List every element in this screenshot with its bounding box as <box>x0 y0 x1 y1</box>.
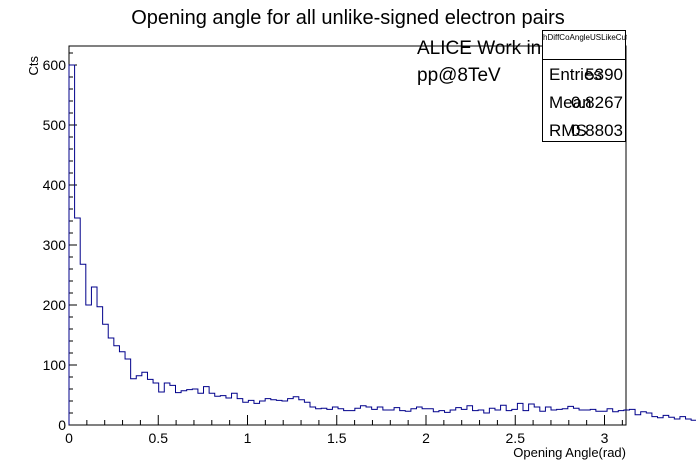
stats-histogram-name: hDiffCoAngleUSLikeCut_MCJet <box>543 33 627 42</box>
histogram-series-line <box>68 64 696 425</box>
y-tick-label: 600 <box>43 57 67 73</box>
stats-entries-value: 5390 <box>585 65 623 84</box>
x-tick-label: 0 <box>65 430 73 446</box>
y-tick-label: 500 <box>43 117 67 133</box>
x-tick-label: 3 <box>601 430 609 446</box>
stats-rms-label: RMS <box>549 121 587 140</box>
y-tick-label: 400 <box>43 177 67 193</box>
x-tick-label: 2 <box>422 430 430 446</box>
x-tick-label: 0.5 <box>149 430 169 446</box>
x-tick-label: 1.5 <box>327 430 347 446</box>
x-axis: 0 0.5 1 1.5 2 2.5 3 <box>65 415 623 446</box>
x-axis-label: Opening Angle(rad) <box>513 445 626 460</box>
y-axis-label: Cts <box>26 56 41 76</box>
y-tick-label: 100 <box>43 357 67 373</box>
y-tick-label: 300 <box>43 237 67 253</box>
x-tick-label: 2.5 <box>506 430 526 446</box>
chart-title: Opening angle for all unlike-signed elec… <box>131 7 565 29</box>
annotation-energy: pp@8TeV <box>417 65 501 86</box>
stats-mean-value: 0.8267 <box>571 93 623 112</box>
stats-rms-value: 0.8803 <box>571 121 623 140</box>
stats-mean-label: Mean <box>549 93 592 112</box>
y-axis: 0 100 200 300 400 500 600 <box>43 52 77 433</box>
stats-box: hDiffCoAngleUSLikeCut_MCJet Entries 5390… <box>542 30 627 142</box>
y-tick-label: 200 <box>43 297 67 313</box>
stats-entries-label: Entries <box>549 65 602 84</box>
x-tick-label: 1 <box>244 430 252 446</box>
y-tick-label: 0 <box>58 417 66 433</box>
stats-separator <box>543 59 625 60</box>
